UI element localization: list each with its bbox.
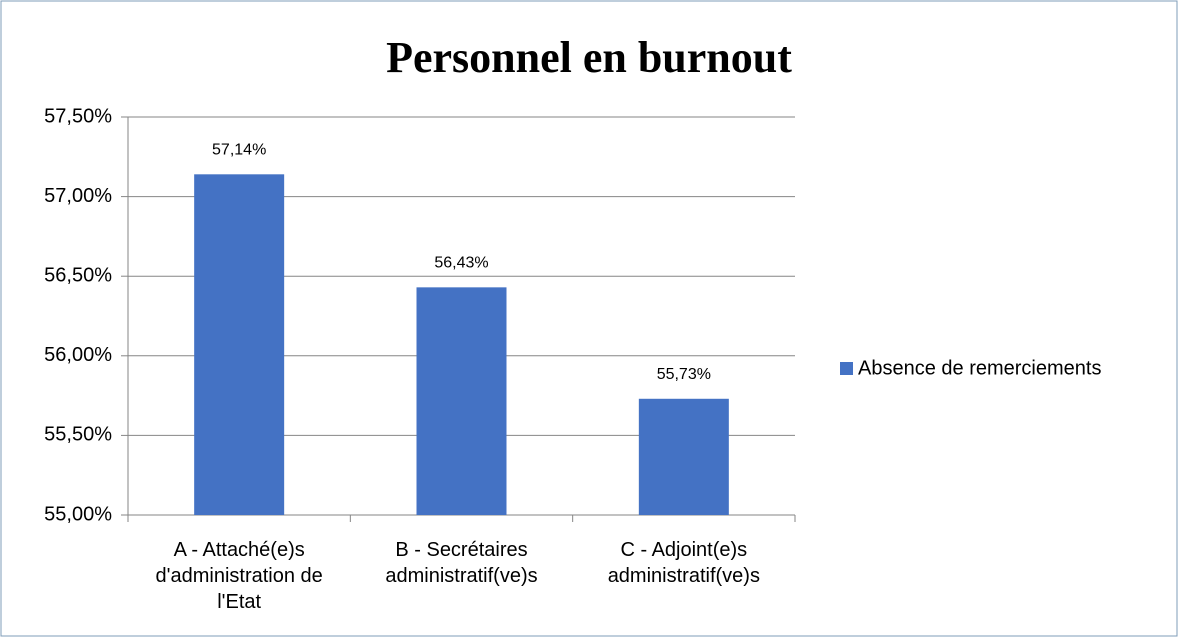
y-tick-label: 55,00%: [44, 503, 112, 525]
legend-label: Absence de remerciements: [858, 357, 1101, 379]
legend-swatch: [840, 362, 853, 375]
bar: [416, 287, 507, 515]
y-tick-label: 57,50%: [44, 105, 112, 127]
bar: [194, 174, 285, 515]
y-tick-label: 55,50%: [44, 424, 112, 446]
x-tick-label: B - Secrétaires administratif(ve)s: [385, 539, 538, 587]
chart-title: Personnel en burnout: [386, 33, 792, 82]
y-tick-label: 56,00%: [44, 344, 112, 366]
y-tick-label: 56,50%: [44, 264, 112, 286]
x-tick-label: A - Attaché(e)s d'administration de l'Et…: [155, 539, 323, 613]
x-tick-label: C - Adjoint(e)s administratif(ve)s: [607, 539, 760, 587]
data-label: 55,73%: [657, 366, 711, 383]
data-label: 57,14%: [212, 142, 266, 159]
y-tick-label: 57,00%: [44, 185, 112, 207]
bar: [638, 398, 729, 515]
data-label: 56,43%: [434, 255, 488, 272]
